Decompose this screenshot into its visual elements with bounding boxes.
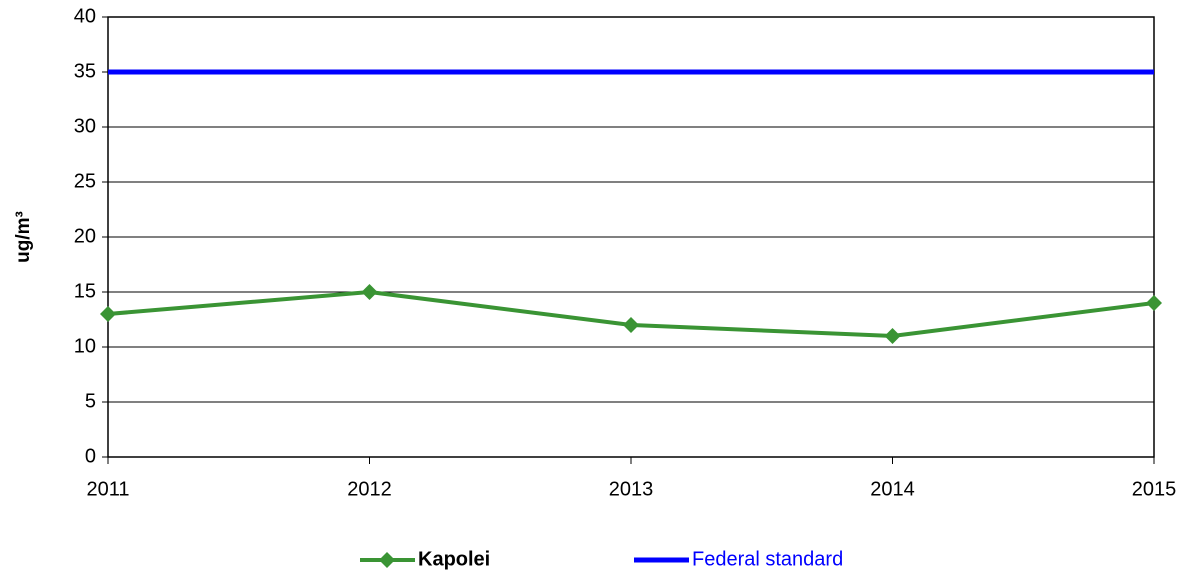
x-tick-label: 2012 (347, 478, 392, 500)
plot-border (107, 16, 1155, 458)
x-tick-label: 2015 (1132, 478, 1177, 500)
y-tick-label: 10 (74, 335, 96, 357)
point-marker (884, 328, 901, 344)
x-tick-label: 2011 (86, 478, 129, 500)
legend-marker (379, 552, 395, 568)
legend-label: Kapolei (418, 548, 490, 570)
y-tick-label: 25 (74, 170, 96, 192)
point-marker (100, 306, 116, 322)
point-marker (623, 317, 639, 333)
y-axis-label: ug/m³ (13, 211, 34, 263)
x-tick-label: 2013 (609, 478, 654, 500)
y-tick-label: 0 (85, 445, 96, 467)
y-tick-label: 30 (74, 115, 96, 137)
y-tick-label: 20 (74, 225, 96, 247)
y-tick-label: 40 (74, 5, 96, 27)
y-tick-label: 15 (74, 280, 96, 302)
y-tick-label: 35 (74, 60, 96, 82)
legend-label: Federal standard (692, 548, 843, 570)
x-tick-label: 2014 (870, 478, 915, 500)
y-tick-label: 5 (85, 390, 96, 412)
point-marker (1146, 295, 1162, 311)
point-marker (361, 284, 378, 300)
